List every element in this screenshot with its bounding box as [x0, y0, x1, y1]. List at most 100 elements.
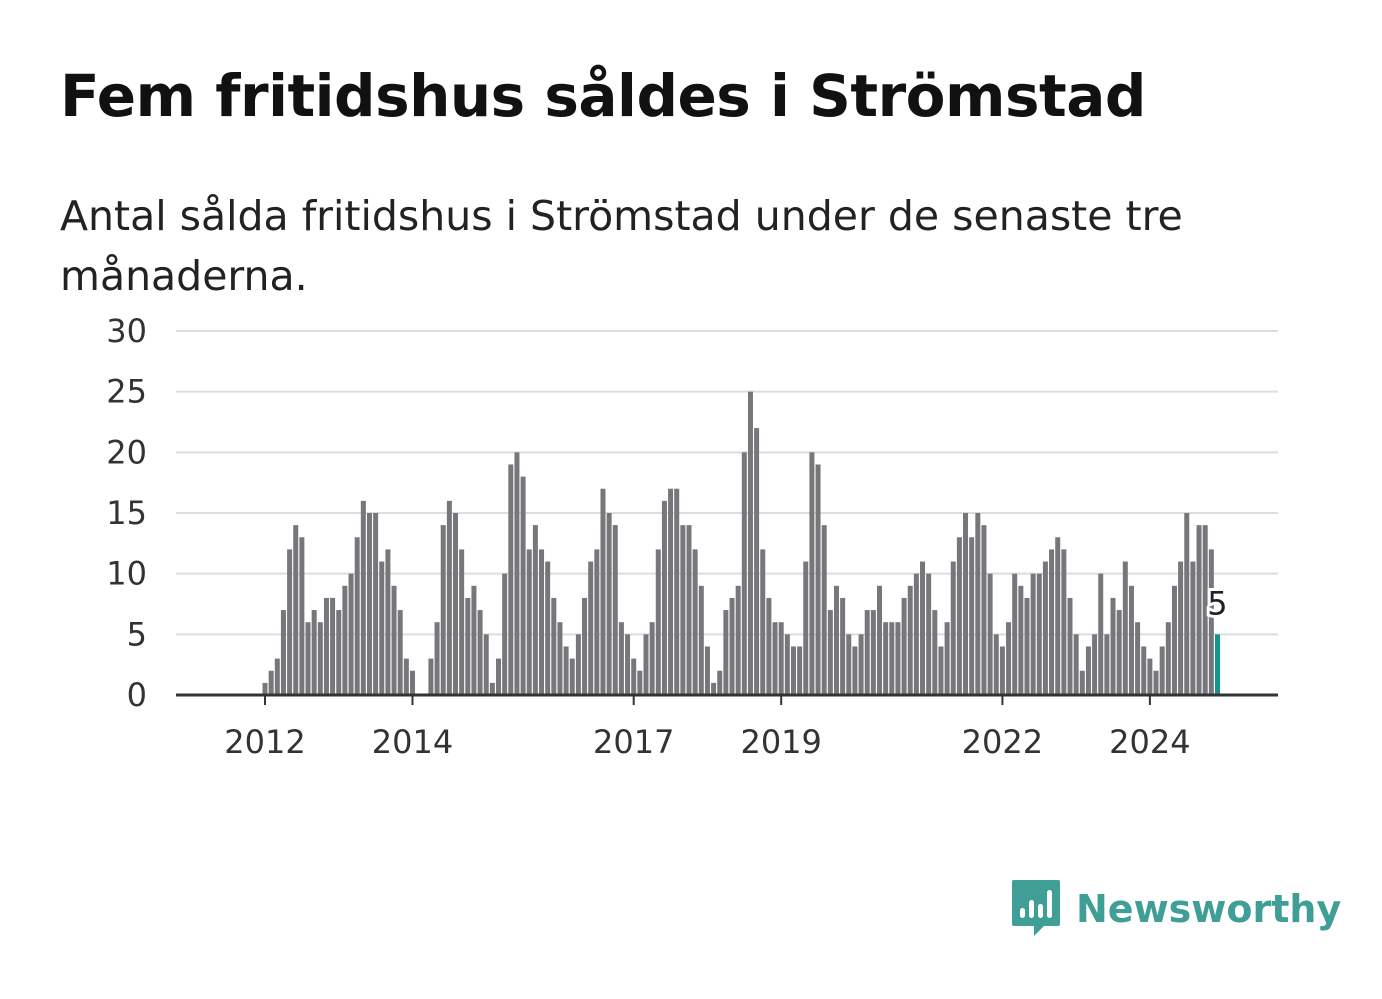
bar: [496, 658, 502, 695]
bar: [514, 452, 520, 695]
bar: [539, 549, 545, 695]
bar: [1092, 634, 1098, 695]
bar: [625, 634, 631, 695]
bar: [366, 513, 372, 695]
bar: [305, 622, 311, 695]
bar: [1208, 549, 1214, 695]
bar: [956, 537, 962, 695]
bar: [741, 452, 747, 695]
bar: [803, 561, 809, 695]
bar: [840, 597, 846, 695]
bar: [373, 513, 379, 695]
bar: [1012, 573, 1018, 695]
bar: [569, 658, 575, 695]
bar: [717, 670, 723, 695]
bar: [1110, 597, 1116, 695]
bar: [1042, 561, 1048, 695]
y-tick-label: 15: [106, 494, 147, 532]
bar: [1122, 561, 1128, 695]
bar: [594, 549, 600, 695]
bar: [532, 525, 538, 695]
bar: [870, 610, 876, 695]
bar: [797, 646, 803, 695]
bar: [1049, 549, 1055, 695]
bar: [809, 452, 815, 695]
bar: [1098, 573, 1104, 695]
bar: [268, 670, 274, 695]
bar: [446, 500, 452, 695]
brand-name: Newsworthy: [1076, 887, 1342, 931]
chart-subtitle: Antal sålda fritidshus i Strömstad under…: [60, 192, 1183, 300]
bar: [1135, 622, 1141, 695]
bar: [790, 646, 796, 695]
bar: [453, 513, 458, 695]
bar: [1079, 670, 1085, 695]
bar: [969, 537, 975, 695]
bar: [618, 622, 624, 695]
bar: [895, 622, 901, 695]
bar: [1006, 622, 1012, 695]
bar: [901, 597, 907, 695]
bar: [1116, 610, 1122, 695]
bar: [428, 658, 434, 695]
bar: [754, 428, 760, 695]
bar: [643, 634, 649, 695]
bar: [674, 488, 680, 695]
bar: [944, 622, 950, 695]
bar: [913, 573, 919, 695]
bar-chart: 0 5 10 15 20 25 30 2012 2014 2017 2019 2022 2024 5: [106, 312, 1278, 761]
bar: [575, 634, 581, 695]
bar: [299, 537, 305, 695]
bar: [1159, 646, 1165, 695]
bar-highlight: [1214, 634, 1220, 695]
bar: [649, 622, 655, 695]
bar: [975, 513, 981, 695]
bar: [778, 622, 784, 695]
bar: [1196, 525, 1202, 695]
bar: [655, 549, 661, 695]
bar: [1147, 658, 1153, 695]
bar: [680, 525, 686, 695]
x-tick-label: 2012: [224, 723, 305, 761]
y-tick-label: 25: [106, 373, 147, 411]
chart-title: Fem fritidshus såldes i Strömstad: [60, 62, 1146, 130]
bar: [1184, 513, 1190, 695]
bar: [342, 585, 348, 695]
bar: [1055, 537, 1061, 695]
bar: [293, 525, 299, 695]
bar: [489, 682, 495, 695]
bar: [883, 622, 889, 695]
bar: [526, 549, 532, 695]
bar: [391, 585, 397, 695]
data-label: 5: [1207, 584, 1227, 622]
bar: [1141, 646, 1147, 695]
bar: [612, 525, 618, 695]
bar: [938, 646, 944, 695]
bar: [864, 610, 870, 695]
y-tick-label: 20: [106, 433, 147, 471]
bar: [262, 682, 268, 695]
bar: [631, 658, 637, 695]
bar: [1190, 561, 1196, 695]
bar: [477, 610, 483, 695]
bar: [287, 549, 293, 695]
bar: [963, 513, 969, 695]
bar: [1104, 634, 1110, 695]
bar: [600, 488, 606, 695]
bar: [815, 464, 821, 695]
bar: [471, 585, 477, 695]
bar: [889, 622, 895, 695]
bar: [766, 597, 772, 695]
x-tick-label: 2022: [962, 723, 1043, 761]
bar: [1024, 597, 1030, 695]
y-tick-label: 30: [106, 312, 147, 350]
bar: [698, 585, 704, 695]
bar: [465, 597, 471, 695]
bar: [323, 597, 329, 695]
bar: [858, 634, 864, 695]
bar: [747, 391, 753, 695]
bar: [520, 476, 526, 695]
bar: [317, 622, 323, 695]
bar: [668, 488, 674, 695]
bar: [926, 573, 932, 695]
